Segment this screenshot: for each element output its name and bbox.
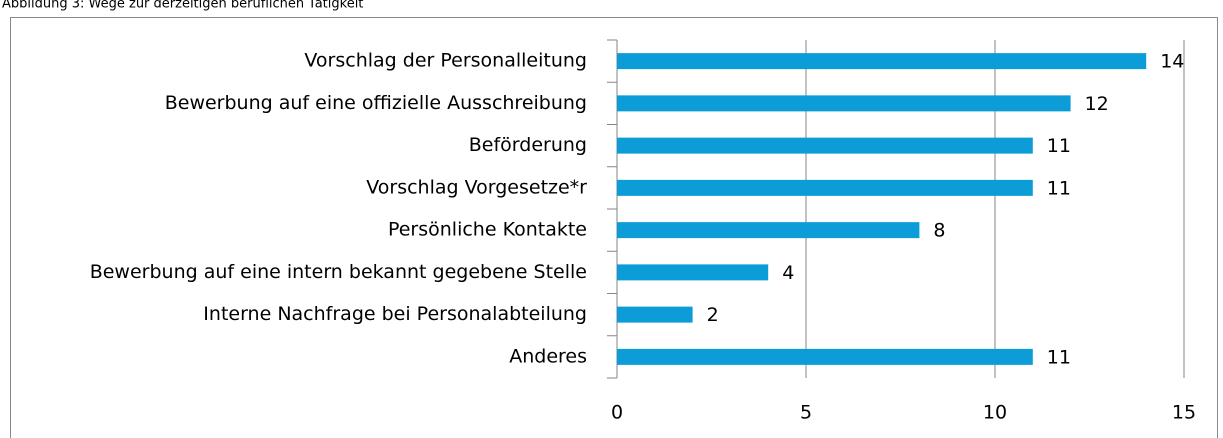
chart-border [10,17,1218,438]
y-tick-label: Vorschlag der Personalleitung [304,50,587,72]
data-label: 12 [1085,93,1109,115]
y-tick-label: Anderes [509,345,587,367]
data-label: 11 [1047,346,1071,368]
bar [617,95,1071,112]
y-tick-label: Persönliche Kontakte [388,219,587,241]
bar [617,348,1033,365]
y-tick-label: Bewerbung auf eine intern bekannt gegebe… [90,261,587,283]
bar [617,137,1033,154]
y-tick-label: Interne Nachfrage bei Personalabteilung [203,303,587,325]
data-label: 11 [1047,177,1071,199]
bar [617,306,693,323]
data-label: 2 [707,304,719,326]
x-tick-label: 0 [611,402,623,424]
bar [617,264,769,281]
data-label: 8 [933,220,945,242]
y-tick-label: Beförderung [469,134,587,156]
x-tick-label: 10 [983,402,1007,424]
bar [617,53,1147,70]
data-label: 4 [782,262,794,284]
chart-title: Abbildung 3: Wege zur derzeitigen berufl… [2,0,363,12]
x-tick-label: 5 [800,402,812,424]
data-label: 14 [1160,51,1184,73]
y-tick-label: Bewerbung auf eine offizielle Ausschreib… [165,92,587,114]
data-label: 11 [1047,135,1071,157]
bar [617,222,920,239]
bar [617,179,1033,196]
y-tick-label: Vorschlag Vorgesetze*r [366,176,587,198]
x-tick-label: 15 [1172,402,1196,424]
